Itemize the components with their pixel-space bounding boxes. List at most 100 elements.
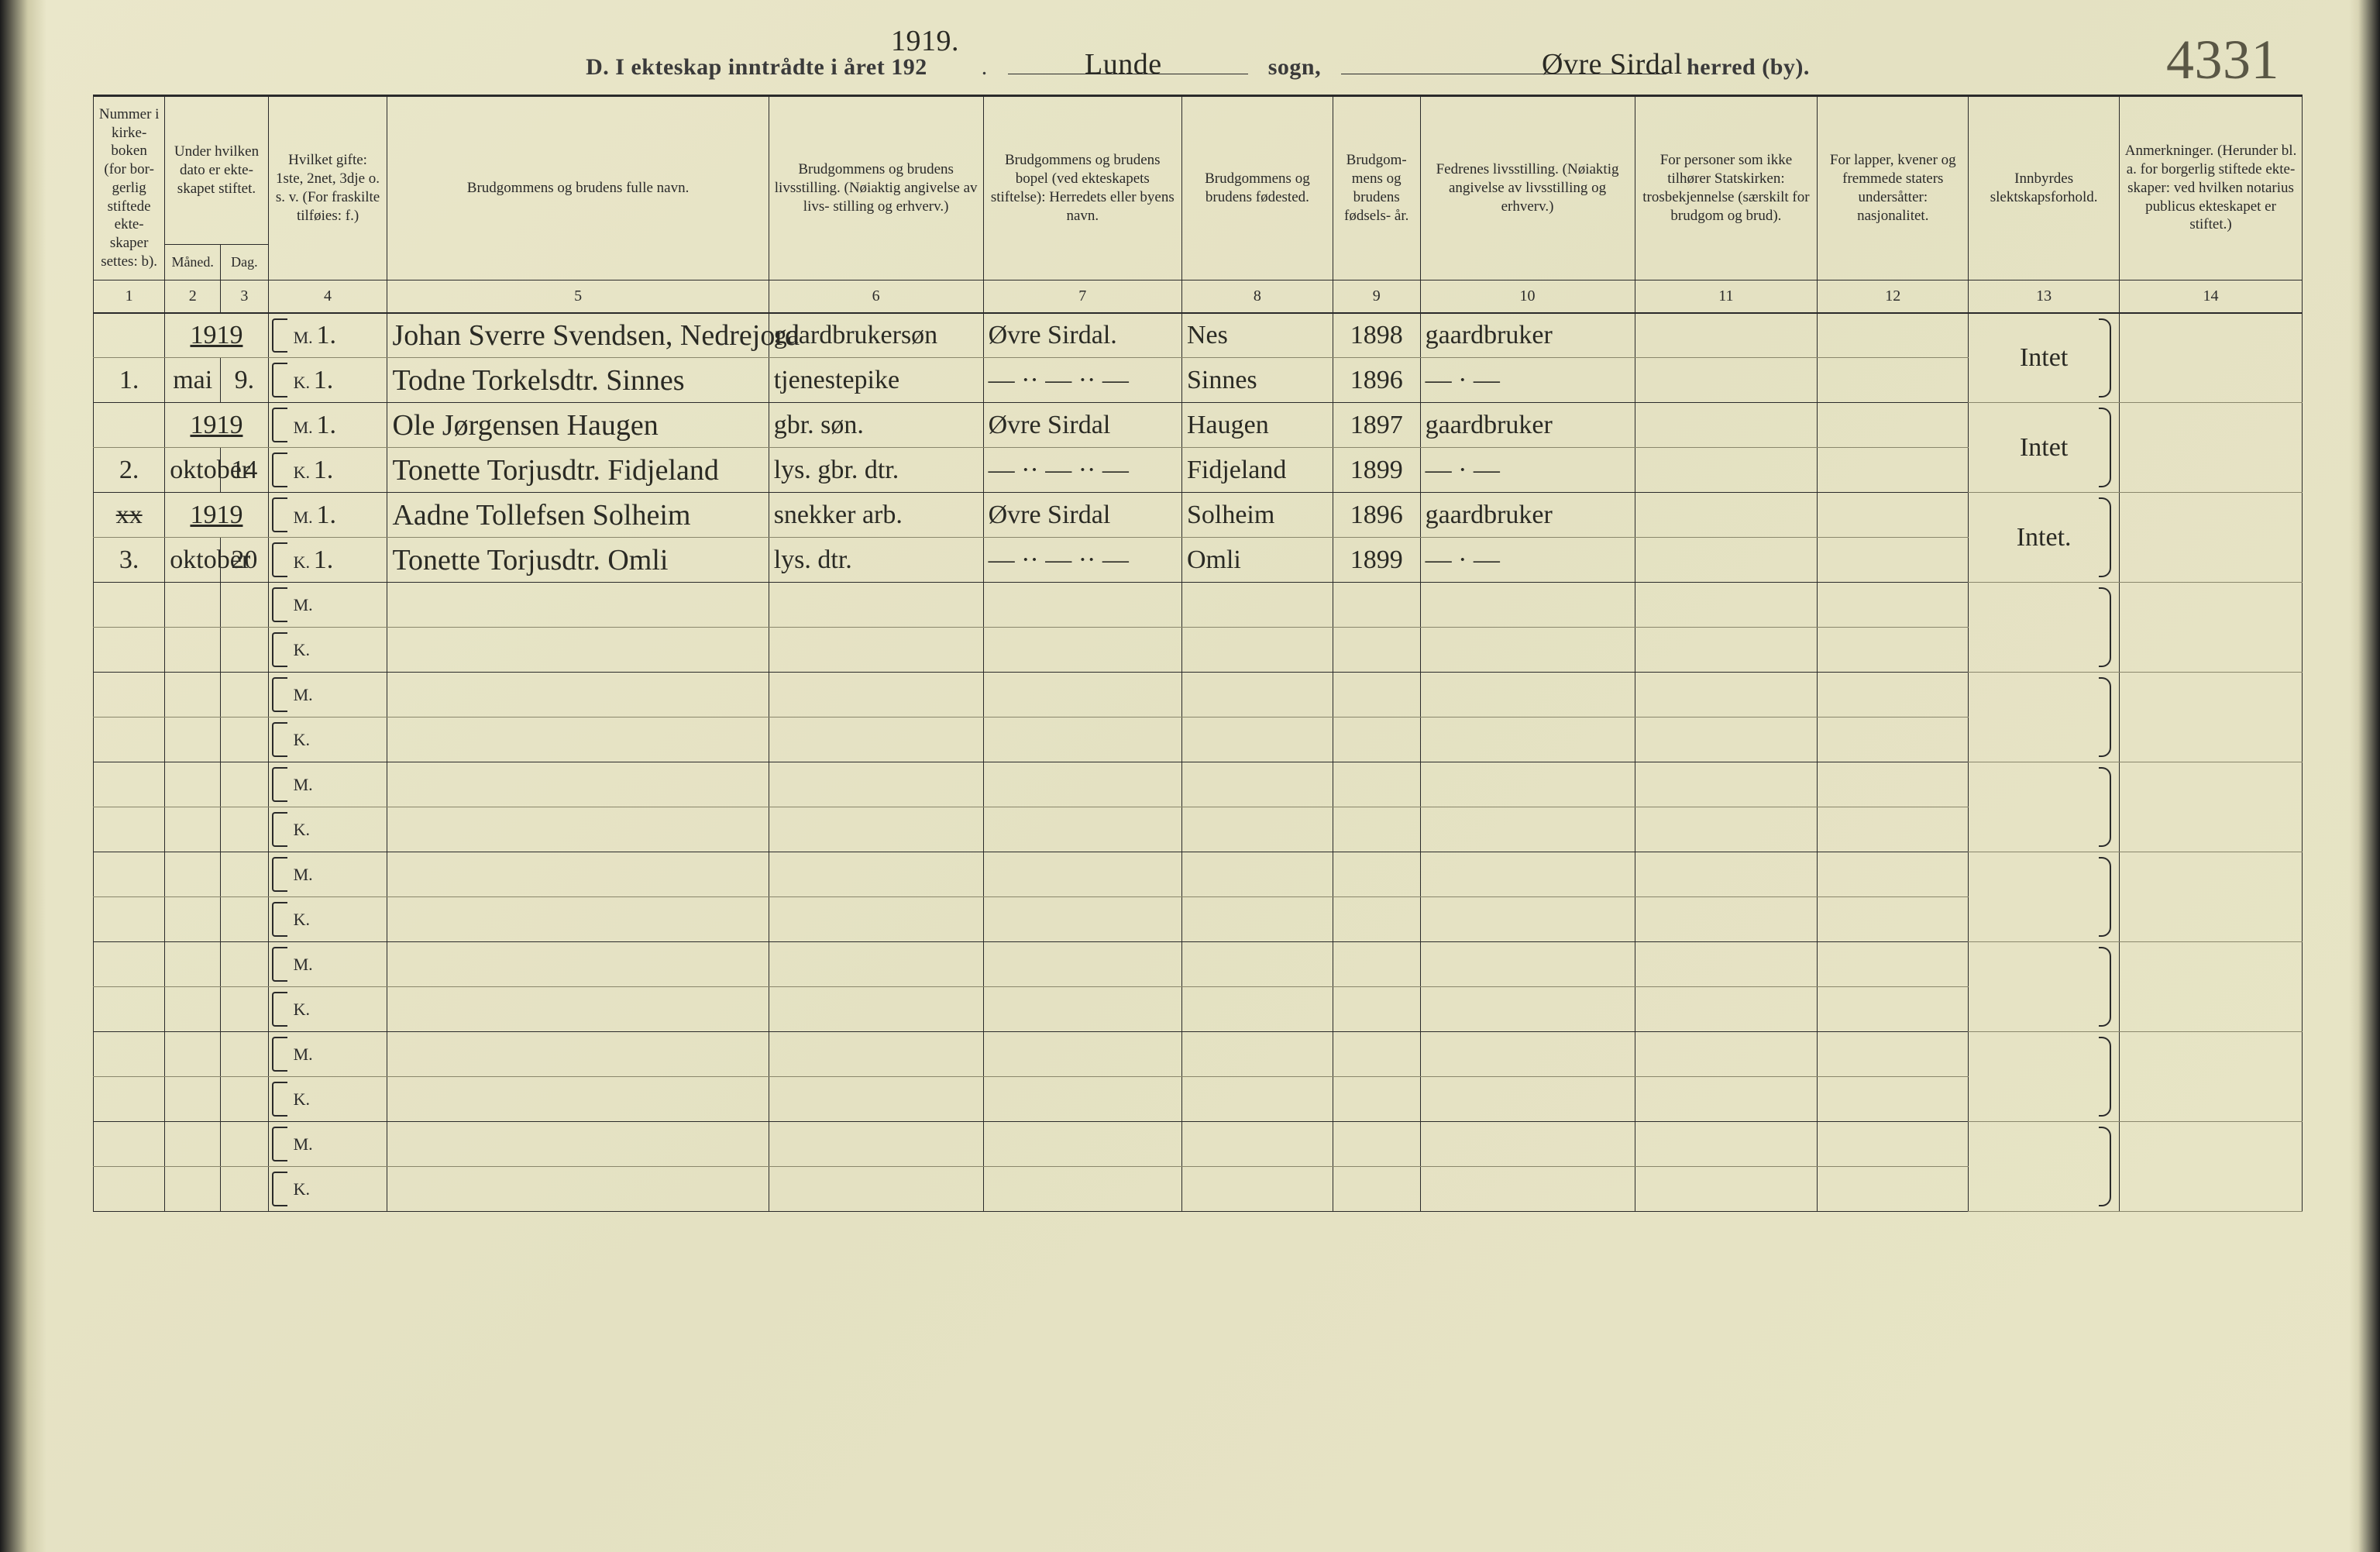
- empty-cell: [221, 673, 269, 717]
- bopel-cell: — ·· — ·· —: [983, 538, 1181, 583]
- empty-cell: [983, 942, 1181, 987]
- empty-cell: [1181, 583, 1333, 628]
- empty-cell: [1333, 762, 1420, 807]
- empty-cell: [221, 807, 269, 852]
- empty-cell: [1635, 583, 1818, 628]
- gifte-cell: K. 1.: [268, 538, 387, 583]
- empty-cell: [1818, 1122, 1969, 1167]
- year-cell: 1919: [190, 501, 242, 529]
- year-handwritten: 1919.: [891, 26, 959, 56]
- empty-cell: [165, 583, 221, 628]
- empty-cell: [1420, 628, 1635, 673]
- birthyear-cell: 1898: [1350, 321, 1403, 349]
- gifte-cell: K. 1.: [268, 358, 387, 403]
- name-cell: Johan Sverre Svendsen, Nedrejord: [387, 313, 769, 358]
- fodested-cell: Sinnes: [1181, 358, 1333, 403]
- nasjonalitet-cell: [1818, 538, 1969, 583]
- slektskap-value: Intet: [2020, 433, 2068, 462]
- empty-cell: [165, 852, 221, 897]
- father-occ-cell: gaardbruker: [1420, 493, 1635, 538]
- fodested-cell: Nes: [1181, 313, 1333, 358]
- empty-cell: [983, 1167, 1181, 1212]
- bopel-cell: — ·· — ·· —: [989, 456, 1129, 484]
- col-number: 14: [2120, 280, 2303, 313]
- empty-cell: [1818, 762, 1969, 807]
- empty-cell: [1333, 583, 1420, 628]
- sogn-handwritten: Lunde: [1085, 50, 1162, 79]
- empty-cell: [983, 1032, 1181, 1077]
- empty-cell: [387, 897, 769, 942]
- birthyear-cell: 1899: [1350, 456, 1403, 484]
- mk-label: K.: [294, 1179, 310, 1199]
- birthyear-cell: 1897: [1333, 403, 1420, 448]
- empty-cell: [769, 1077, 983, 1122]
- gifte-cell: M.: [268, 942, 387, 987]
- table-row-empty: M.: [94, 673, 2303, 717]
- name-cell: Todne Torkelsdtr. Sinnes: [387, 358, 769, 403]
- occupation-cell: tjenestepike: [774, 366, 899, 394]
- gifte-cell: 1.: [316, 321, 336, 349]
- anmerkninger-cell: [2120, 313, 2303, 403]
- empty-cell: [769, 1032, 983, 1077]
- day-cell: 20: [231, 545, 257, 574]
- birthyear-cell: 1896: [1333, 493, 1420, 538]
- entry-number: 2.: [119, 456, 139, 484]
- col-header: Anmerkninger. (Herunder bl. a. for borge…: [2120, 97, 2303, 280]
- empty-cell: [1420, 717, 1635, 762]
- gifte-cell: K.: [268, 897, 387, 942]
- mk-label: K.: [294, 1000, 310, 1019]
- empty-cell: [1818, 1077, 1969, 1122]
- empty-cell: [1818, 1167, 1969, 1212]
- trosbekjennelse-cell: [1635, 493, 1818, 538]
- empty-cell: [1333, 852, 1420, 897]
- empty-cell: [94, 762, 165, 807]
- nasjonalitet-cell: [1818, 358, 1969, 403]
- document-page: 1919. Lunde Øvre Sirdal 4331 D. I ektesk…: [0, 0, 2380, 1552]
- slektskap-cell: [1969, 1032, 2120, 1122]
- gifte-cell: K.: [268, 1077, 387, 1122]
- mk-label: K.: [294, 640, 310, 659]
- slektskap-cell: [1969, 942, 2120, 1032]
- empty-cell: [1420, 852, 1635, 897]
- bopel-cell: — ·· — ·· —: [983, 448, 1181, 493]
- page-number-handwritten: 4331: [2166, 28, 2279, 92]
- empty-cell: [983, 1122, 1181, 1167]
- mk-label: K.: [294, 1089, 310, 1109]
- empty-cell: [221, 1167, 269, 1212]
- empty-cell: [1818, 1032, 1969, 1077]
- gifte-cell: M. 1.: [268, 493, 387, 538]
- empty-cell: [165, 942, 221, 987]
- empty-cell: [221, 1077, 269, 1122]
- empty-cell: [1333, 897, 1420, 942]
- col-header: Hvilket gifte: 1ste, 2net, 3dje o. s. v.…: [268, 97, 387, 280]
- gifte-cell: K.: [268, 807, 387, 852]
- empty-cell: [387, 807, 769, 852]
- empty-cell: [165, 897, 221, 942]
- empty-cell: [94, 897, 165, 942]
- col-number: 4: [268, 280, 387, 313]
- empty-cell: [769, 717, 983, 762]
- occupation-cell: lys. gbr. dtr.: [774, 456, 899, 484]
- empty-cell: [1420, 673, 1635, 717]
- fodested-cell: Omli: [1187, 545, 1241, 574]
- empty-cell: [1420, 942, 1635, 987]
- empty-cell: [1333, 987, 1420, 1032]
- slektskap-cell: Intet: [1969, 313, 2120, 403]
- mk-label: K.: [294, 373, 310, 392]
- empty-cell: [387, 717, 769, 762]
- table-row-empty: M.: [94, 583, 2303, 628]
- empty-cell: [1420, 807, 1635, 852]
- empty-cell: [1420, 1122, 1635, 1167]
- col-number: 2: [165, 280, 221, 313]
- empty-cell: [94, 673, 165, 717]
- father-occ-cell: gaardbruker: [1426, 321, 1553, 349]
- empty-cell: [165, 1077, 221, 1122]
- empty-cell: [769, 762, 983, 807]
- empty-cell: [387, 852, 769, 897]
- empty-cell: [983, 762, 1181, 807]
- empty-cell: [983, 897, 1181, 942]
- anmerkninger-cell: [2120, 762, 2303, 852]
- empty-cell: [165, 987, 221, 1032]
- table-row-empty: M.: [94, 1122, 2303, 1167]
- gifte-cell: M. 1.: [268, 313, 387, 358]
